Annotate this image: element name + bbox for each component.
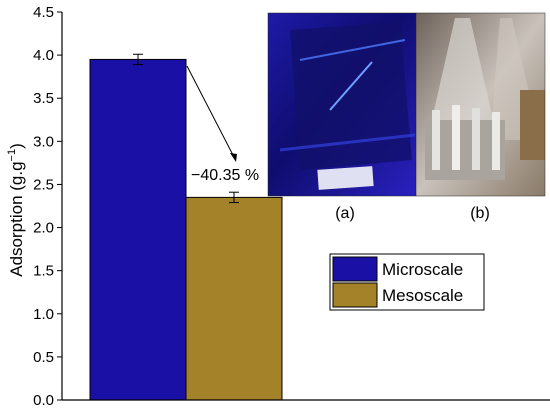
- legend-label-microscale: Microscale: [382, 260, 463, 279]
- y-tick-label: 1.0: [33, 306, 54, 323]
- reduction-arrow: [186, 65, 237, 162]
- y-tick-label: 3.5: [33, 90, 54, 107]
- error-bar-microscale: [133, 53, 143, 66]
- reduction-annotation: −40.35 %: [191, 167, 259, 184]
- bar-microscale: [89, 58, 187, 401]
- y-tick-label: 2.5: [33, 176, 54, 193]
- legend-label-mesoscale: Mesoscale: [382, 286, 463, 305]
- y-tick-label: 0.0: [33, 392, 54, 409]
- y-tick-label: 1.5: [33, 263, 54, 280]
- inset-label-a: (a): [335, 205, 355, 222]
- y-axis-ticks: 0.0 0.5 1.0 1.5 2.0 2.5 3.0 3.5 4.0 4.5: [33, 4, 62, 409]
- y-tick-label: 3.0: [33, 133, 54, 150]
- y-tick-label: 4.0: [33, 47, 54, 64]
- legend-swatch-mesoscale: [332, 282, 378, 308]
- inset-photo-a: [267, 12, 417, 197]
- inset-photo-b: [415, 12, 546, 197]
- legend-swatch-microscale: [332, 256, 378, 282]
- bar-mesoscale: [185, 196, 283, 401]
- error-bar-mesoscale: [229, 191, 239, 204]
- y-tick-label: 0.5: [33, 349, 54, 366]
- y-tick-label: 2.0: [33, 220, 54, 237]
- y-axis-title-superscript: −1: [6, 149, 18, 162]
- inset-label-b: (b): [470, 205, 490, 222]
- bars: [89, 53, 283, 401]
- legend: Microscale Mesoscale: [329, 253, 485, 311]
- y-axis-title: Adsorption (g.g−1): [6, 143, 26, 277]
- y-tick-label: 4.5: [33, 4, 54, 21]
